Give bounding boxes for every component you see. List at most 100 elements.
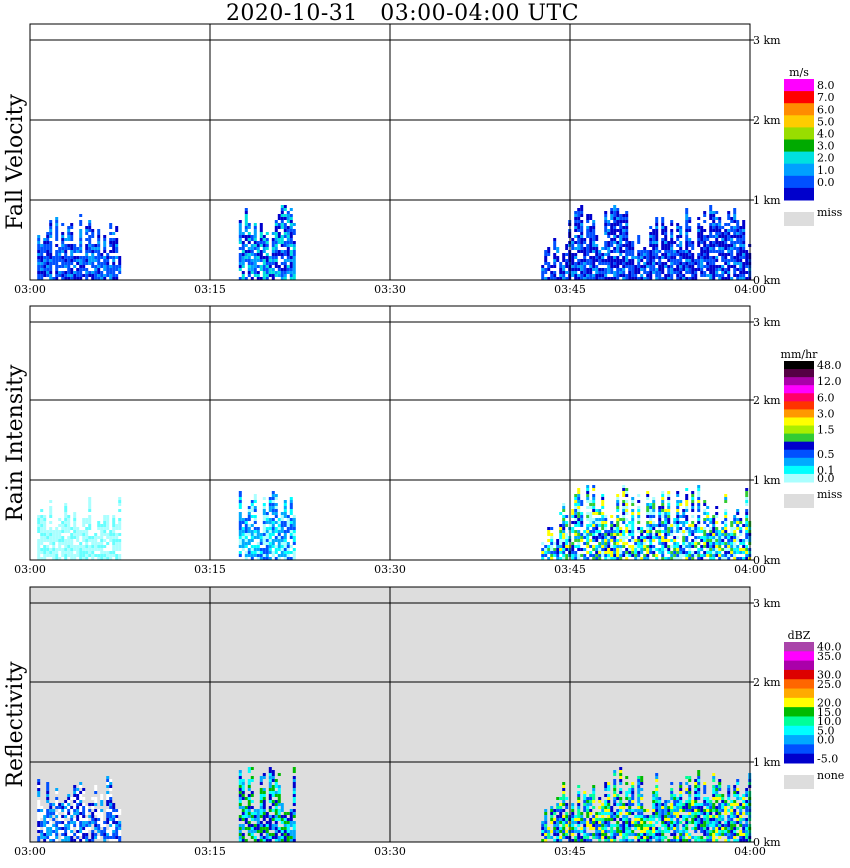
echo-cell: [67, 836, 71, 839]
echo-cell: [700, 536, 704, 539]
echo-cell: [247, 788, 251, 791]
echo-cell: [733, 557, 737, 560]
echo-cell: [100, 815, 104, 818]
echo-cell: [559, 265, 563, 268]
echo-cell: [82, 803, 86, 806]
colorbar-swatch: [784, 441, 814, 451]
echo-cell: [283, 839, 287, 842]
echo-cell: [604, 548, 608, 551]
echo-cell: [682, 551, 686, 554]
echo-cell: [553, 809, 557, 812]
echo-cell: [67, 803, 71, 806]
echo-cell: [739, 521, 743, 524]
echo-cell: [661, 503, 665, 506]
echo-cell: [631, 268, 635, 271]
echo-cell: [733, 265, 737, 268]
echo-cell: [610, 229, 614, 232]
echo-cell: [559, 542, 563, 545]
echo-cell: [682, 515, 686, 518]
echo-cell: [649, 521, 653, 524]
echo-cell: [238, 551, 242, 554]
echo-cell: [691, 247, 695, 250]
echo-cell: [577, 208, 581, 211]
echo-cell: [646, 818, 650, 821]
echo-cell: [55, 527, 59, 530]
echo-cell: [709, 518, 713, 521]
echo-cell: [274, 794, 278, 797]
echo-cell: [106, 533, 110, 536]
echo-cell: [604, 232, 608, 235]
echo-cell: [694, 530, 698, 533]
echo-cell: [670, 791, 674, 794]
echo-cell: [661, 809, 665, 812]
echo-cell: [247, 512, 251, 515]
echo-cell: [82, 524, 86, 527]
echo-cell: [655, 256, 659, 259]
echo-cell: [49, 527, 53, 530]
echo-cell: [592, 226, 596, 229]
echo-cell: [676, 515, 680, 518]
colorbar-swatch: [784, 449, 814, 459]
echo-cell: [637, 268, 641, 271]
echo-cell: [664, 533, 668, 536]
echo-cell: [712, 827, 716, 830]
echo-cell: [715, 788, 719, 791]
echo-cell: [565, 539, 569, 542]
echo-cell: [271, 494, 275, 497]
echo-cell: [49, 530, 53, 533]
echo-cell: [631, 515, 635, 518]
echo-cell: [550, 542, 554, 545]
echo-cell: [106, 271, 110, 274]
echo-cell: [94, 247, 98, 250]
echo-cell: [598, 536, 602, 539]
echo-cell: [598, 827, 602, 830]
echo-cell: [70, 271, 74, 274]
colorbar-swatch: [784, 417, 814, 427]
echo-cell: [52, 824, 56, 827]
echo-cell: [625, 782, 629, 785]
echo-cell: [613, 214, 617, 217]
echo-cell: [739, 542, 743, 545]
echo-cell: [112, 530, 116, 533]
colorbar-swatch: [784, 457, 814, 467]
echo-cell: [739, 803, 743, 806]
echo-cell: [574, 512, 578, 515]
echo-cell: [262, 815, 266, 818]
echo-cell: [544, 250, 548, 253]
echo-cell: [115, 830, 119, 833]
echo-cell: [652, 800, 656, 803]
echo-cell: [73, 788, 77, 791]
echo-cell: [253, 247, 257, 250]
echo-cell: [676, 262, 680, 265]
echo-cell: [667, 557, 671, 560]
echo-cell: [271, 503, 275, 506]
echo-cell: [646, 515, 650, 518]
echo-cell: [589, 809, 593, 812]
echo-cell: [739, 241, 743, 244]
echo-cell: [604, 214, 608, 217]
echo-cell: [718, 220, 722, 223]
echo-cell: [727, 223, 731, 226]
echo-cell: [610, 824, 614, 827]
echo-cell: [574, 836, 578, 839]
echo-cell: [100, 800, 104, 803]
echo-cell: [73, 821, 77, 824]
echo-cell: [694, 794, 698, 797]
echo-cell: [733, 214, 737, 217]
echo-cell: [79, 229, 83, 232]
echo-cell: [685, 241, 689, 244]
echo-cell: [658, 803, 662, 806]
echo-cell: [697, 770, 701, 773]
echo-cell: [736, 797, 740, 800]
echo-cell: [46, 536, 50, 539]
echo-cell: [649, 821, 653, 824]
echo-cell: [97, 815, 101, 818]
echo-cell: [598, 533, 602, 536]
echo-cell: [646, 521, 650, 524]
echo-cell: [82, 788, 86, 791]
echo-cell: [85, 839, 89, 842]
echo-cell: [721, 226, 725, 229]
echo-cell: [274, 791, 278, 794]
echo-cell: [88, 539, 92, 542]
echo-cell: [697, 268, 701, 271]
